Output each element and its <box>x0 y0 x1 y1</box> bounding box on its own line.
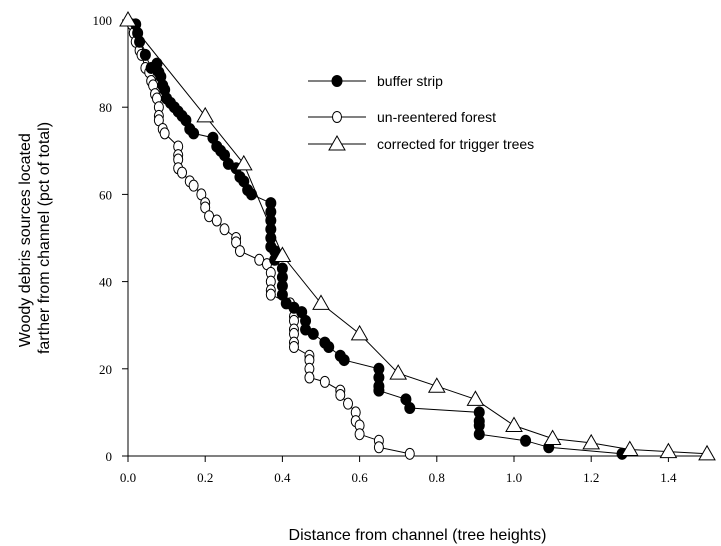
data-point <box>520 434 532 447</box>
plot-area <box>127 20 707 457</box>
data-point <box>427 377 446 393</box>
data-point <box>404 447 415 460</box>
data-point <box>196 106 215 123</box>
data-point <box>343 397 354 410</box>
data-point <box>134 35 146 48</box>
x-tick-label: 0.4 <box>274 470 291 485</box>
y-axis: 0 20 40 60 80 100 <box>93 13 128 464</box>
data-point <box>304 371 315 384</box>
data-point <box>338 354 350 367</box>
y-tick-label: 60 <box>99 187 112 202</box>
x-tick-label: 0.0 <box>120 470 136 485</box>
series-layer <box>119 10 716 461</box>
data-point <box>312 294 330 310</box>
legend-label: buffer strip <box>377 73 443 89</box>
y-axis-title: Woody debris sources located farther fro… <box>17 122 53 354</box>
legend-item: corrected for trigger trees <box>308 134 534 152</box>
legend-marker <box>328 134 346 151</box>
data-point <box>582 433 601 450</box>
x-tick-label: 1.4 <box>660 470 677 485</box>
data-point <box>234 154 253 171</box>
y-tick-label: 100 <box>93 13 113 28</box>
y-tick-label: 40 <box>99 275 112 290</box>
x-tick-label: 1.2 <box>583 470 599 485</box>
data-point <box>211 214 222 227</box>
legend-marker <box>331 75 343 87</box>
data-point <box>466 390 485 406</box>
data-point <box>288 341 299 353</box>
data-point <box>219 223 230 236</box>
x-axis-title: Distance from channel (tree heights) <box>289 527 547 544</box>
legend-label: un-reentered forest <box>377 109 496 125</box>
data-point <box>404 402 416 415</box>
data-point <box>543 429 562 446</box>
x-tick-label: 0.2 <box>197 470 213 485</box>
data-point <box>188 179 199 192</box>
x-tick-label: 0.8 <box>429 470 445 485</box>
data-point <box>659 442 678 459</box>
x-tick-label: 1.0 <box>506 470 522 485</box>
data-point <box>620 440 639 456</box>
data-point <box>307 327 319 340</box>
legend-marker <box>332 111 342 123</box>
legend-label: corrected for trigger trees <box>377 136 534 152</box>
legend: buffer strip un-reentered forest corrected… <box>308 73 534 152</box>
y-axis-title-line-1: Woody debris sources located <box>17 133 34 347</box>
data-point <box>323 341 335 353</box>
data-point <box>335 388 346 401</box>
y-axis-title-line-2: farther from channel (pct of total) <box>36 122 53 354</box>
data-point <box>350 324 369 341</box>
data-point <box>188 127 200 140</box>
data-point <box>119 10 137 27</box>
data-point <box>159 127 170 140</box>
data-point <box>177 166 188 179</box>
data-point <box>698 444 716 461</box>
series-corrected-for-trigger-trees <box>119 10 716 461</box>
x-tick-label: 0.6 <box>351 470 368 485</box>
legend-item: un-reentered forest <box>308 109 496 125</box>
series-un-reentered-forest <box>126 18 415 460</box>
data-point <box>234 245 245 258</box>
x-axis: 0.0 0.2 0.4 0.6 0.8 1.0 1.2 1.4 <box>120 456 677 485</box>
y-tick-label: 80 <box>99 100 112 115</box>
data-point <box>505 416 523 432</box>
data-point <box>139 48 151 61</box>
legend-item: buffer strip <box>308 73 443 89</box>
data-point <box>265 288 276 301</box>
y-tick-label: 0 <box>106 449 113 464</box>
data-point <box>319 375 330 388</box>
data-point <box>373 441 384 454</box>
data-point <box>273 246 292 262</box>
data-point <box>389 364 408 380</box>
series-buffer-strip <box>130 18 628 460</box>
data-point <box>373 384 385 397</box>
data-point <box>473 428 485 441</box>
y-tick-label: 20 <box>99 362 112 377</box>
data-point <box>354 428 365 441</box>
